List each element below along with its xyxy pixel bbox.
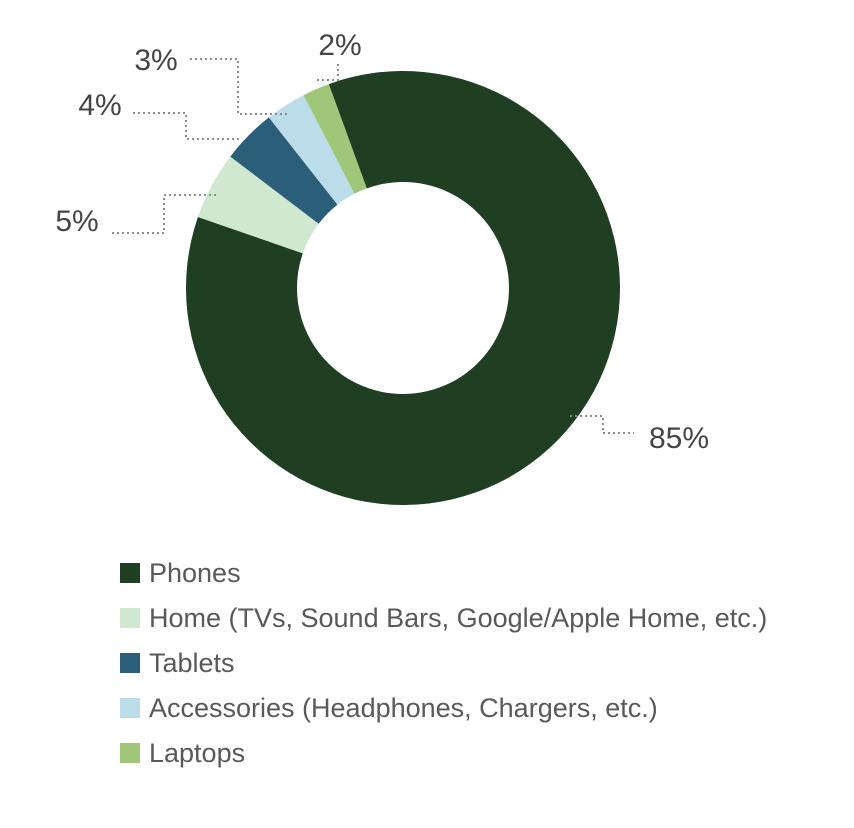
slice-value-label-home: 5% [55,205,99,238]
slice-accessories [268,95,355,205]
leader-line-home [112,194,217,234]
legend-swatch-home [120,608,140,628]
legend-swatch-laptops [120,743,140,763]
legend-item-tablets: Tablets [120,647,767,678]
slice-value-label-accessories: 3% [134,44,178,77]
legend-swatch-accessories [120,698,140,718]
legend-swatch-phones [120,563,140,583]
legend-label-accessories: Accessories (Headphones, Chargers, etc.) [149,692,658,723]
legend-swatch-tablets [120,653,140,673]
legend-label-home: Home (TVs, Sound Bars, Google/Apple Home… [149,602,768,633]
slice-laptops [303,84,367,194]
slice-tablets [230,117,338,224]
slice-value-label-phones: 85% [648,422,710,455]
leader-line-accessories [190,58,288,115]
slice-value-label-laptops: 2% [318,29,362,62]
legend-item-home: Home (TVs, Sound Bars, Google/Apple Home… [120,602,768,633]
legend-item-accessories: Accessories (Headphones, Chargers, etc.) [120,692,767,723]
slice-value-label-tablets: 4% [78,89,122,122]
leader-line-phones [570,415,634,434]
slice-home [197,156,319,254]
legend-label-laptops: Laptops [149,737,246,768]
slice-phones [185,71,620,506]
leader-line-tablets [133,112,240,140]
legend: Phones Home (TVs, Sound Bars, Google/App… [120,557,768,784]
legend-label-tablets: Tablets [149,647,235,678]
legend-item-laptops: Laptops [120,737,767,768]
leader-lines [112,58,634,434]
leader-line-laptops [316,64,339,81]
legend-item-phones: Phones [120,557,767,588]
donut-slices [185,71,620,506]
legend-label-phones: Phones [149,557,241,588]
